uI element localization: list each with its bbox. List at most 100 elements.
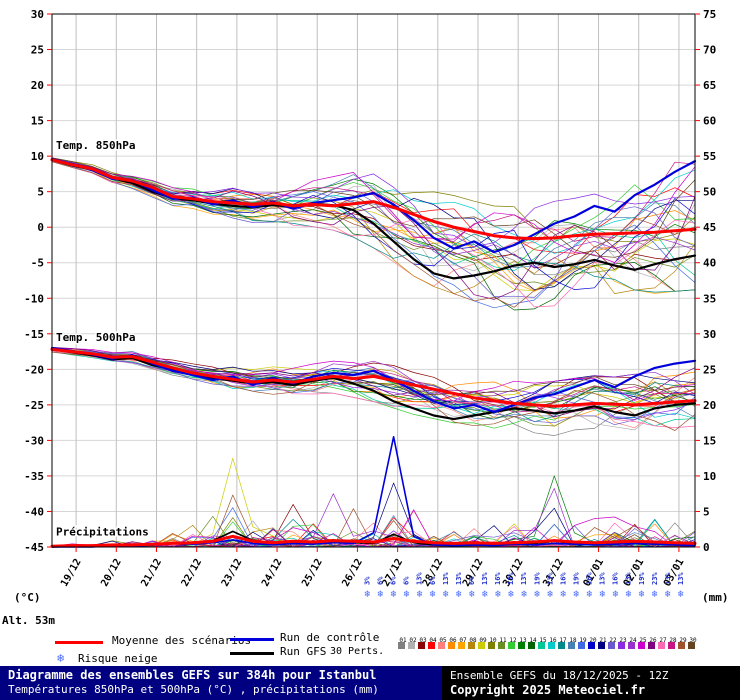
- snow-risk-percent: 13%: [599, 572, 607, 585]
- snow-risk-percent: 23%: [651, 572, 659, 585]
- pert-color-square: [598, 642, 605, 649]
- chart-subtitle: Températures 850hPa et 500hPa (°C) , pré…: [8, 683, 379, 696]
- pert-color-square: [578, 642, 585, 649]
- pert-number: 19: [579, 637, 587, 644]
- pert-color-square: [568, 642, 575, 649]
- snowflake-icon: ❄: [613, 589, 620, 600]
- svg-text:0: 0: [703, 541, 710, 554]
- svg-text:20: 20: [31, 79, 44, 92]
- svg-text:-30: -30: [24, 434, 44, 447]
- pert-number: 08: [469, 637, 477, 644]
- snow-risk-percent: 6%: [390, 576, 398, 585]
- snowflake-icon: ❄: [626, 589, 633, 600]
- t850-member-line: [51, 159, 696, 309]
- legend-control-label: Run de contrôle: [280, 631, 380, 644]
- snow-risk-percent: 19%: [638, 572, 646, 585]
- pert-color-square: [468, 642, 475, 649]
- pert-color-square: [648, 642, 655, 649]
- pert-color-square: [408, 642, 415, 649]
- pert-color-square: [548, 642, 555, 649]
- pert-color-square: [498, 642, 505, 649]
- svg-text:5: 5: [37, 186, 44, 199]
- pert-number: 18: [569, 637, 577, 644]
- pert-number: 25: [639, 637, 647, 644]
- chart-title: Diagramme des ensembles GEFS sur 384h po…: [8, 668, 377, 682]
- snow-risk-percent: 13%: [455, 572, 463, 585]
- gfs-line-swatch: [230, 652, 274, 655]
- snowflake-icon: ❄: [600, 589, 607, 600]
- svg-text:50: 50: [703, 186, 716, 199]
- t850-member-line: [51, 157, 696, 243]
- snow-risk-percent: 13%: [481, 572, 489, 585]
- pert-number: 15: [539, 637, 547, 644]
- svg-text:24/12: 24/12: [260, 557, 285, 589]
- t850-member-line: [51, 159, 696, 267]
- t850-member-line: [51, 160, 696, 279]
- pert-number: 11: [499, 637, 507, 644]
- pert-number: 12: [509, 637, 517, 644]
- pert-number: 07: [459, 637, 467, 644]
- pert-number: 14: [529, 637, 537, 644]
- footer-bars: Diagramme des ensembles GEFS sur 384h po…: [0, 666, 740, 700]
- pert-color-square: [458, 642, 465, 649]
- pert-number: 23: [619, 637, 627, 644]
- legend-mean-label: Moyenne des scénarios: [112, 634, 252, 647]
- snowflake-icon: ❄: [469, 589, 476, 600]
- pert-color-square: [478, 642, 485, 649]
- snow-risk-percent: 3%: [363, 576, 371, 585]
- legend-snow-risk-label: Risque neige: [78, 652, 158, 665]
- pert-color-square: [428, 642, 435, 649]
- snowflake-icon: ❄: [665, 589, 672, 600]
- svg-text:25: 25: [703, 363, 716, 376]
- snow-risk-percent: 13%: [442, 572, 450, 585]
- pert-color-square: [488, 642, 495, 649]
- snow-risk-percent: 6%: [377, 576, 385, 585]
- svg-text:(°C): (°C): [14, 591, 41, 604]
- svg-text:15: 15: [31, 115, 44, 128]
- svg-text:10: 10: [31, 150, 44, 163]
- pert-number: 02: [409, 637, 417, 644]
- svg-text:40: 40: [703, 257, 716, 270]
- pert-color-square: [668, 642, 675, 649]
- svg-text:19/12: 19/12: [59, 557, 84, 589]
- precip-panel-label: Précipitations: [56, 526, 149, 539]
- snow-risk-percent: 16%: [559, 572, 567, 585]
- svg-text:35: 35: [703, 292, 716, 305]
- pert-number: 21: [599, 637, 607, 644]
- svg-text:-35: -35: [24, 470, 44, 483]
- snowflake-icon: ❄: [57, 651, 65, 665]
- snowflake-icon: ❄: [482, 589, 489, 600]
- pert-number: 28: [669, 637, 677, 644]
- pert-number: 20: [589, 637, 597, 644]
- svg-text:(mm): (mm): [702, 591, 729, 604]
- t850-control-line: [50, 157, 697, 254]
- snowflake-icon: ❄: [639, 589, 646, 600]
- snow-risk-percent: 13%: [520, 572, 528, 585]
- pert-color-square: [418, 642, 425, 649]
- snow-risk-percent: 19%: [533, 572, 541, 585]
- snowflake-icon: ❄: [573, 589, 580, 600]
- snowflake-icon: ❄: [404, 589, 411, 600]
- snowflake-icon: ❄: [560, 589, 567, 600]
- snowflake-icon: ❄: [417, 589, 424, 600]
- svg-text:75: 75: [703, 8, 716, 21]
- snowflake-icon: ❄: [652, 589, 659, 600]
- control-line-swatch: [230, 638, 274, 641]
- t500-panel-label: Temp. 500hPa: [56, 331, 135, 344]
- snow-risk-percent: 13%: [507, 572, 515, 585]
- pert-color-square: [638, 642, 645, 649]
- snowflake-icon: ❄: [456, 589, 463, 600]
- chart-legend: Moyenne des scénarios Run de contrôle Ru…: [0, 631, 740, 666]
- snow-risk-percent: 16%: [494, 572, 502, 585]
- legend-perts-label: 30 Perts.: [330, 646, 385, 657]
- snow-risk-percent: 19%: [572, 572, 580, 585]
- ensemble-chart: -45 0 -40 5 -35 10 -30 15 -25 20 -20 25 -15 30 -10 35 -5…: [2, 8, 729, 627]
- svg-text:-10: -10: [24, 292, 44, 305]
- pert-number: 22: [609, 637, 617, 644]
- svg-text:45: 45: [703, 221, 716, 234]
- t850-member-line: [51, 158, 696, 300]
- svg-text:25: 25: [31, 44, 44, 57]
- pert-number: 30: [689, 637, 697, 644]
- svg-text:60: 60: [703, 115, 716, 128]
